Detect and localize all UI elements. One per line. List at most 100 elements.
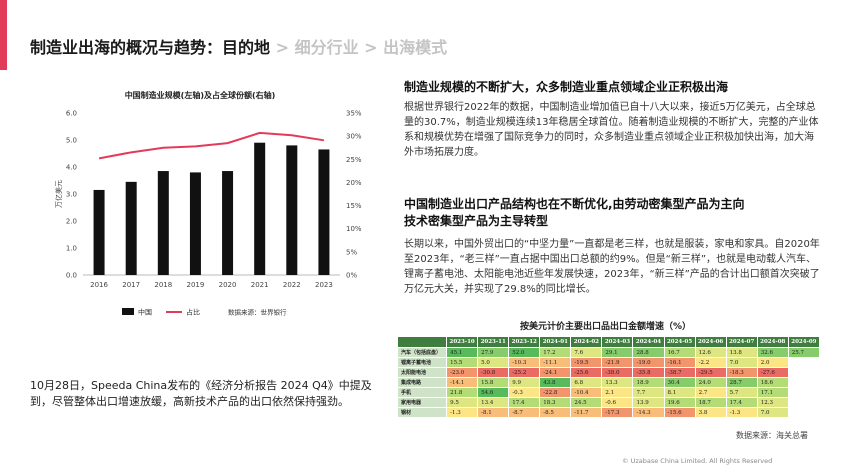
x-tick-label: 2016 — [90, 281, 108, 289]
table-cell: -38.0 — [601, 367, 634, 378]
bar — [125, 181, 137, 275]
table-cell: 45.1 — [446, 347, 479, 358]
bar — [189, 172, 201, 275]
table-cell: -14.1 — [446, 377, 479, 388]
bar-line-chart: 0.0 1.0 2.0 3.0 4.0 5.0 6.0 0% 5% 10% 15% 20% 25% 30%… — [54, 110, 362, 317]
legend-label-line: 占比 — [186, 308, 200, 317]
table-cell: 24.5 — [570, 397, 603, 408]
table-row: 集成电路 -14.1 15.8 9.9 43.8 6.8 13.3 18.9 30.4 24.0 2… — [396, 377, 821, 388]
table-header-cell: 2024-03 — [601, 336, 634, 348]
table-cell: 15.5 — [446, 357, 479, 368]
table-header-cell: 2024-02 — [570, 336, 603, 348]
legend-label-bar: 中国 — [138, 308, 152, 317]
table-cell: -11.7 — [570, 407, 603, 418]
table-cell: -8.1 — [477, 407, 510, 418]
y-right-tick-label: 20% — [346, 179, 362, 187]
table-row-label: 汽车（包括底盘） — [396, 347, 448, 358]
table-cell: 9.9 — [508, 377, 541, 388]
table-cell: 12.6 — [694, 347, 727, 358]
table-cell: -8.7 — [508, 407, 541, 418]
chart-title: 中国制造业规模(左轴)及占全球份额(右轴) — [124, 91, 276, 100]
bar — [318, 149, 330, 275]
table-header-corner — [396, 336, 448, 348]
table-cell: -29.5 — [694, 367, 727, 378]
section1-heading: 制造业规模的不断扩大，众多制造业重点领域企业正积极出海 — [404, 80, 729, 94]
table-cell: -19.0 — [632, 357, 665, 368]
chart-source: 数据来源：世界银行 — [228, 308, 287, 317]
table-cell: 52.0 — [508, 347, 541, 358]
table-row: 太阳能电池 -23.0 -30.8 -25.2 -24.1 -25.6 -38.0 -35.8… — [396, 367, 821, 378]
y-axis-label: 万亿美元 — [54, 180, 63, 208]
table-cell — [787, 357, 821, 368]
table-row-label: 太阳能电池 — [396, 367, 448, 378]
title-current: 制造业出海的概况与趋势：目的地 — [30, 38, 271, 57]
table-row-label: 锂离子蓄电池 — [396, 357, 448, 368]
x-tick-label: 2022 — [283, 281, 301, 289]
y-right-tick-label: 35% — [346, 110, 362, 118]
table-cell: 25.7 — [787, 347, 821, 358]
y-left-tick-label: 2.0 — [66, 218, 77, 226]
table-cell: 29.1 — [601, 347, 634, 358]
table-cell: 18.3 — [539, 397, 572, 408]
table-cell: 2.1 — [601, 387, 634, 398]
table-header-row: 2023-10 2023-11 2023-12 2024-01 2024-02 2024-… — [396, 336, 821, 348]
bar — [254, 142, 266, 275]
table-row: 钢材 -1.3 -8.1 -8.7 -8.5 -11.7 -17.3 -14.3 -15.6 3.… — [396, 407, 821, 418]
table-cell: 19.6 — [663, 397, 696, 408]
table-cell: 43.8 — [539, 377, 572, 388]
y-right-tick-label: 5% — [346, 248, 357, 256]
table-row: 手机 21.8 54.6 -0.3 -22.8 -10.4 2.1 7.7 8.1 2.7 5.7 1… — [396, 387, 821, 398]
table-header-cell: 2024-04 — [632, 336, 665, 348]
table-cell: 30.4 — [663, 377, 696, 388]
table-source: 数据来源：海关总署 — [736, 431, 808, 440]
table-row-label: 集成电路 — [396, 377, 448, 388]
share-line — [98, 131, 325, 160]
section2-body: 长期以来，中国外贸出口的“中坚力量”一直都是老三样，也就是服装，家电和家具。自2… — [404, 239, 820, 295]
table-cell: 7.7 — [632, 387, 665, 398]
x-tick-label: 2021 — [251, 281, 269, 289]
x-tick-label: 2019 — [187, 281, 205, 289]
table-header-cell: 2024-07 — [725, 336, 758, 348]
y-right-tick-label: 10% — [346, 225, 362, 233]
table-header-cell: 2024-06 — [694, 336, 727, 348]
table-cell: -0.6 — [601, 397, 634, 408]
left-summary-text: 10月28日，Speeda China发布的《经济分析报告 2024 Q4》中提… — [30, 379, 372, 408]
table-cell: -38.7 — [663, 367, 696, 378]
table-cell: -16.1 — [663, 357, 696, 368]
table-cell: 18.7 — [694, 397, 727, 408]
table-cell: -22.8 — [539, 387, 572, 398]
table-cell: -1.3 — [725, 407, 758, 418]
table-cell: -21.9 — [601, 357, 634, 368]
table-cell: -0.3 — [508, 387, 541, 398]
table-cell: 7.0 — [725, 357, 758, 368]
y-right-tick-label: 15% — [346, 202, 362, 210]
table-cell — [787, 387, 821, 398]
table-cell: -11.1 — [539, 357, 572, 368]
table-header-cell: 2023-12 — [508, 336, 541, 348]
table-cell: 16.7 — [663, 347, 696, 358]
table-cell: -30.8 — [477, 367, 510, 378]
chart-container: 中国制造业规模(左轴)及占全球份额(右轴) 0.0 1.0 2.0 3.0 4.0 5.0… — [50, 80, 370, 330]
table-cell: -24.1 — [539, 367, 572, 378]
section2-heading-line1: 中国制造业出口产品结构也在不断优化,由劳动密集型产品为主向 — [404, 197, 745, 211]
table-header-cell: 2023-10 — [446, 336, 479, 348]
table-cell: 27.9 — [477, 347, 510, 358]
table-cell: 5.0 — [477, 357, 510, 368]
table-cell: -14.3 — [632, 407, 665, 418]
table-cell: 17.4 — [725, 397, 758, 408]
table-cell — [787, 397, 821, 408]
x-tick-label: 2017 — [122, 281, 140, 289]
table-cell: 54.6 — [477, 387, 510, 398]
table-header-cell: 2023-11 — [477, 336, 510, 348]
section1-body: 根据世界银行2022年的数据，中国制造业增加值已自十八大以来，接近5万亿美元，占… — [404, 102, 819, 158]
y-right-tick-label: 0% — [346, 272, 357, 280]
table-cell: -27.6 — [756, 367, 789, 378]
table-cell: 8.1 — [663, 387, 696, 398]
table-row: 家用电器 9.5 13.4 17.4 18.3 24.5 -0.6 13.9 19.6 18.7 1… — [396, 397, 821, 408]
table-cell: 21.8 — [446, 387, 479, 398]
table-cell: 24.0 — [694, 377, 727, 388]
table-cell: 13.8 — [725, 347, 758, 358]
page-title: 制造业出海的概况与趋势：目的地 > 细分行业 > 出海模式 — [30, 34, 447, 58]
table-cell: 2.7 — [694, 387, 727, 398]
table-cell: -19.5 — [570, 357, 603, 368]
